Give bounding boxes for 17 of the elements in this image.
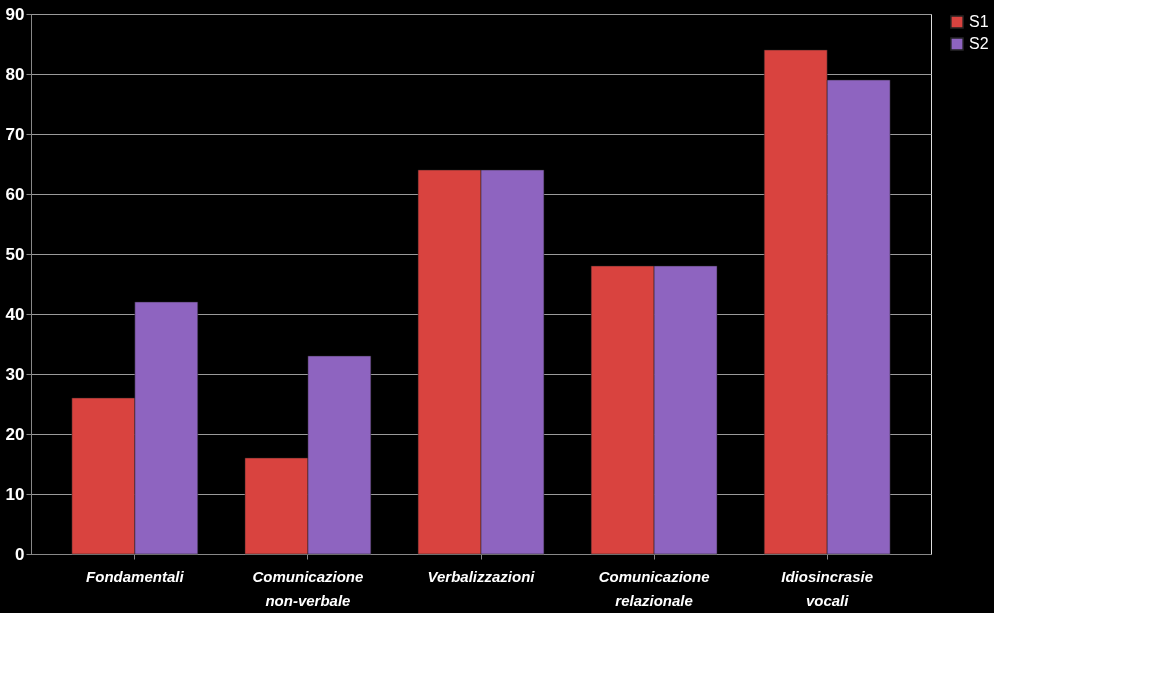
y-tick-label: 40 <box>5 304 25 324</box>
y-tick-label: 20 <box>5 424 25 444</box>
x-tick-label: Verbalizzazioni <box>427 567 536 585</box>
legend-label: S2 <box>969 35 989 52</box>
y-tick-label: 70 <box>5 124 25 144</box>
x-tick-label: Comunicazione relazionale <box>598 567 710 609</box>
x-tick-label: Fondamentali <box>86 567 185 585</box>
x-tick-label: Comunicazione non-verbale <box>252 567 364 609</box>
x-tick-label: Idiosincrasie vocali <box>781 567 874 609</box>
y-tick-label: 0 <box>15 544 25 564</box>
y-tick-label: 10 <box>5 484 25 504</box>
y-tick-label: 80 <box>5 64 25 84</box>
y-tick-label: 50 <box>5 244 25 264</box>
y-tick-label: 60 <box>5 184 25 204</box>
y-tick-label: 90 <box>5 4 25 24</box>
legend-label: S1 <box>969 13 989 30</box>
y-tick-label: 30 <box>5 364 25 384</box>
